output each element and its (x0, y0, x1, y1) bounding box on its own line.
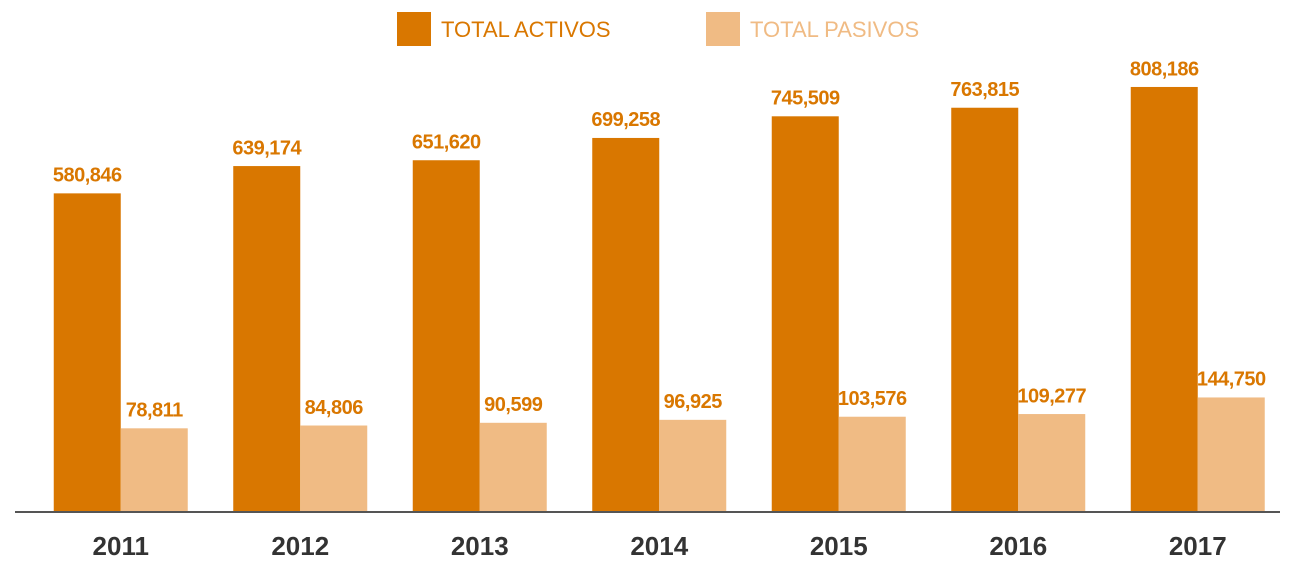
value-label: 699,258 (591, 109, 660, 131)
bar (300, 425, 368, 512)
value-label: 84,806 (305, 397, 364, 419)
x-tick-label: 2014 (630, 531, 688, 561)
legend-swatch (706, 12, 740, 46)
x-tick-label: 2012 (271, 531, 329, 561)
value-label: 808,186 (1130, 58, 1199, 80)
bar (479, 422, 547, 512)
x-tick-label: 2017 (1169, 531, 1227, 561)
value-label: 90,599 (484, 394, 543, 416)
value-label: 580,846 (53, 165, 122, 187)
bar (951, 107, 1019, 512)
value-label: 144,750 (1197, 369, 1266, 391)
bar (1018, 414, 1086, 512)
bar (1130, 86, 1198, 513)
value-label: 763,815 (950, 79, 1019, 101)
legend-label: TOTAL ACTIVOS (441, 17, 611, 42)
bar (592, 137, 660, 512)
bar (53, 193, 121, 512)
legend-swatch (397, 12, 431, 46)
value-label: 639,174 (232, 137, 302, 159)
value-label: 78,811 (126, 400, 183, 422)
bar (659, 419, 727, 512)
value-label: 96,925 (664, 391, 723, 413)
x-tick-label: 2015 (810, 531, 868, 561)
value-label: 103,576 (838, 388, 907, 410)
value-label: 651,620 (412, 132, 481, 154)
bar (771, 116, 839, 512)
bar (1197, 397, 1265, 512)
legend-label: TOTAL PASIVOS (750, 17, 919, 42)
x-tick-label: 2016 (989, 531, 1047, 561)
bar (233, 166, 301, 512)
value-label: 109,277 (1017, 385, 1086, 407)
bar (838, 416, 906, 512)
value-label: 745,509 (771, 88, 840, 110)
bar (412, 160, 480, 513)
x-tick-label: 2011 (93, 531, 149, 561)
bar (120, 428, 188, 512)
x-tick-label: 2013 (451, 531, 509, 561)
